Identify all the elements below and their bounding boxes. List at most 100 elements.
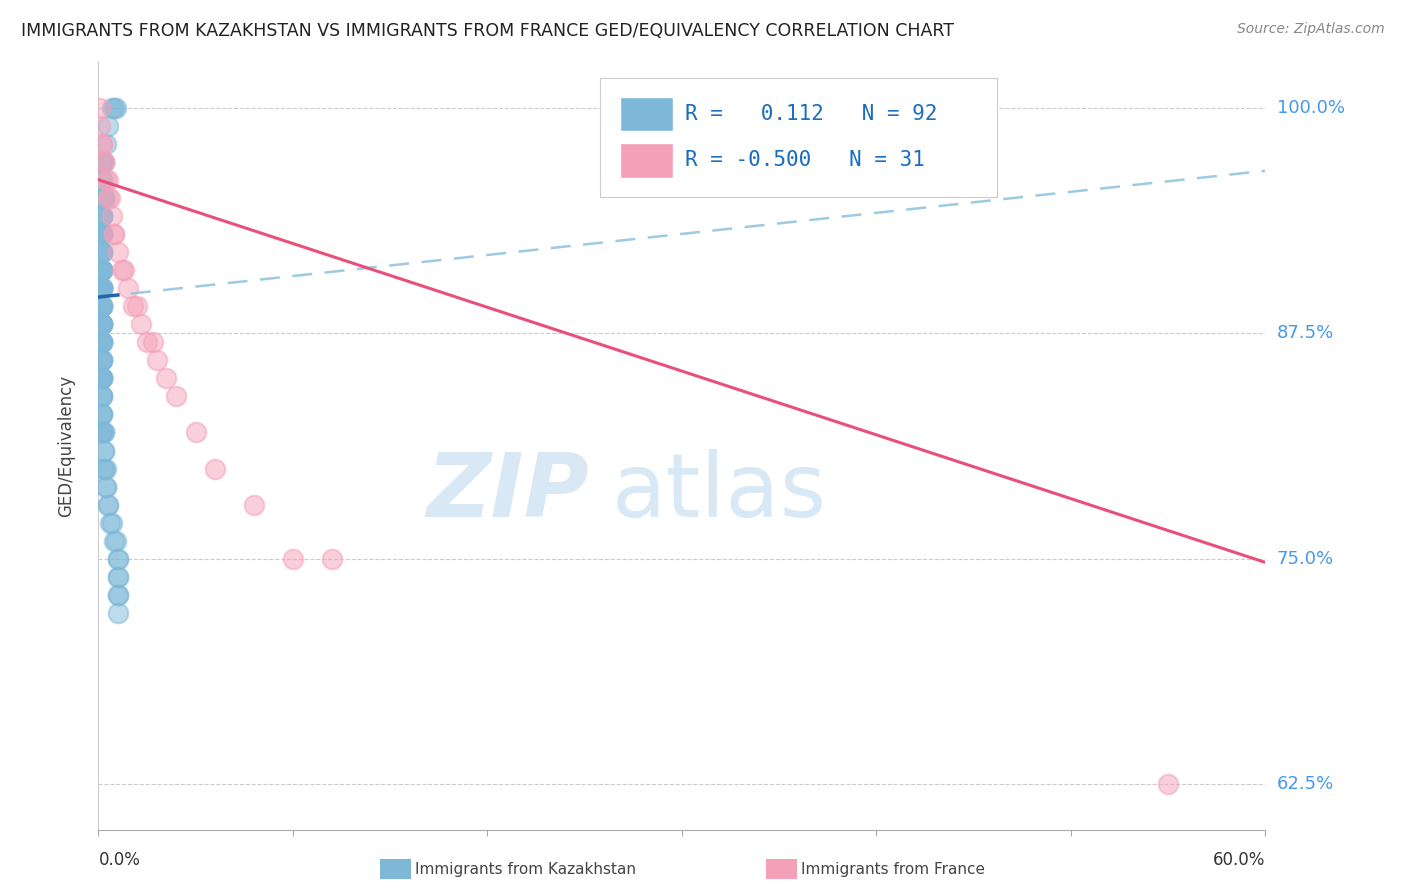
Point xyxy=(91,281,114,295)
Point xyxy=(93,191,115,205)
Point xyxy=(91,408,114,422)
Point xyxy=(91,335,114,350)
Point xyxy=(91,154,114,169)
Point xyxy=(91,299,114,313)
FancyBboxPatch shape xyxy=(600,78,997,197)
Point xyxy=(91,281,114,295)
Point xyxy=(96,480,118,494)
Point xyxy=(136,335,159,350)
Point xyxy=(98,516,121,530)
Point xyxy=(91,136,114,151)
Point xyxy=(204,461,226,475)
Point xyxy=(91,299,114,313)
Text: 75.0%: 75.0% xyxy=(1277,549,1334,568)
Text: Immigrants from Kazakhstan: Immigrants from Kazakhstan xyxy=(415,863,636,877)
Point xyxy=(91,244,114,259)
Point xyxy=(91,389,114,403)
Point xyxy=(91,244,114,259)
Point xyxy=(91,227,114,241)
Point xyxy=(96,461,118,475)
Point xyxy=(93,425,115,440)
Point xyxy=(103,533,125,548)
Point xyxy=(91,317,114,331)
Point xyxy=(107,588,129,602)
Point xyxy=(91,244,114,259)
Text: 100.0%: 100.0% xyxy=(1277,98,1344,117)
Point xyxy=(91,263,114,277)
Point xyxy=(91,227,114,241)
Point xyxy=(97,498,120,512)
Point xyxy=(91,425,114,440)
Point xyxy=(93,461,115,475)
Point xyxy=(112,263,135,277)
Point xyxy=(93,443,115,458)
Point xyxy=(101,101,124,115)
Text: 0.0%: 0.0% xyxy=(98,851,141,869)
Point xyxy=(91,227,114,241)
Point xyxy=(101,209,124,223)
Point xyxy=(89,119,111,133)
Point xyxy=(91,371,114,385)
Point xyxy=(93,154,115,169)
Point xyxy=(93,191,115,205)
Point xyxy=(91,281,114,295)
Point xyxy=(97,173,120,187)
Point xyxy=(91,353,114,368)
Point xyxy=(91,136,114,151)
Point xyxy=(155,371,177,385)
Point xyxy=(184,425,207,440)
Point xyxy=(96,136,118,151)
Point xyxy=(97,498,120,512)
Text: 60.0%: 60.0% xyxy=(1213,851,1265,869)
Y-axis label: GED/Equivalency: GED/Equivalency xyxy=(56,375,75,517)
Point xyxy=(91,335,114,350)
Point xyxy=(97,191,120,205)
Point xyxy=(91,317,114,331)
Point xyxy=(104,101,127,115)
Point xyxy=(91,317,114,331)
Point xyxy=(91,263,114,277)
Point xyxy=(107,551,129,566)
Point xyxy=(127,299,149,313)
Point xyxy=(91,353,114,368)
Point xyxy=(107,244,129,259)
Text: atlas: atlas xyxy=(612,449,827,535)
Point xyxy=(91,353,114,368)
Point xyxy=(93,154,115,169)
Point xyxy=(91,209,114,223)
Point xyxy=(96,173,118,187)
Point xyxy=(97,119,120,133)
Point xyxy=(91,154,114,169)
Point xyxy=(91,335,114,350)
Point xyxy=(98,191,121,205)
Point xyxy=(91,371,114,385)
Point xyxy=(91,299,114,313)
Point xyxy=(91,353,114,368)
Point xyxy=(91,173,114,187)
Point xyxy=(129,317,152,331)
Point xyxy=(91,335,114,350)
Point xyxy=(103,227,125,241)
Point xyxy=(91,209,114,223)
Point xyxy=(91,227,114,241)
Point xyxy=(1157,777,1180,791)
Point xyxy=(91,425,114,440)
Point xyxy=(91,317,114,331)
Point xyxy=(93,425,115,440)
Bar xyxy=(620,143,672,178)
Point xyxy=(91,389,114,403)
Point xyxy=(91,317,114,331)
Point xyxy=(91,299,114,313)
Point xyxy=(107,606,129,620)
Point xyxy=(91,263,114,277)
Point xyxy=(91,244,114,259)
Text: 87.5%: 87.5% xyxy=(1277,324,1334,343)
Point xyxy=(91,299,114,313)
Point xyxy=(91,408,114,422)
Text: IMMIGRANTS FROM KAZAKHSTAN VS IMMIGRANTS FROM FRANCE GED/EQUIVALENCY CORRELATION: IMMIGRANTS FROM KAZAKHSTAN VS IMMIGRANTS… xyxy=(21,22,955,40)
Point xyxy=(146,353,169,368)
Point xyxy=(91,335,114,350)
Point xyxy=(93,154,115,169)
Point xyxy=(89,101,111,115)
Point xyxy=(107,570,129,584)
